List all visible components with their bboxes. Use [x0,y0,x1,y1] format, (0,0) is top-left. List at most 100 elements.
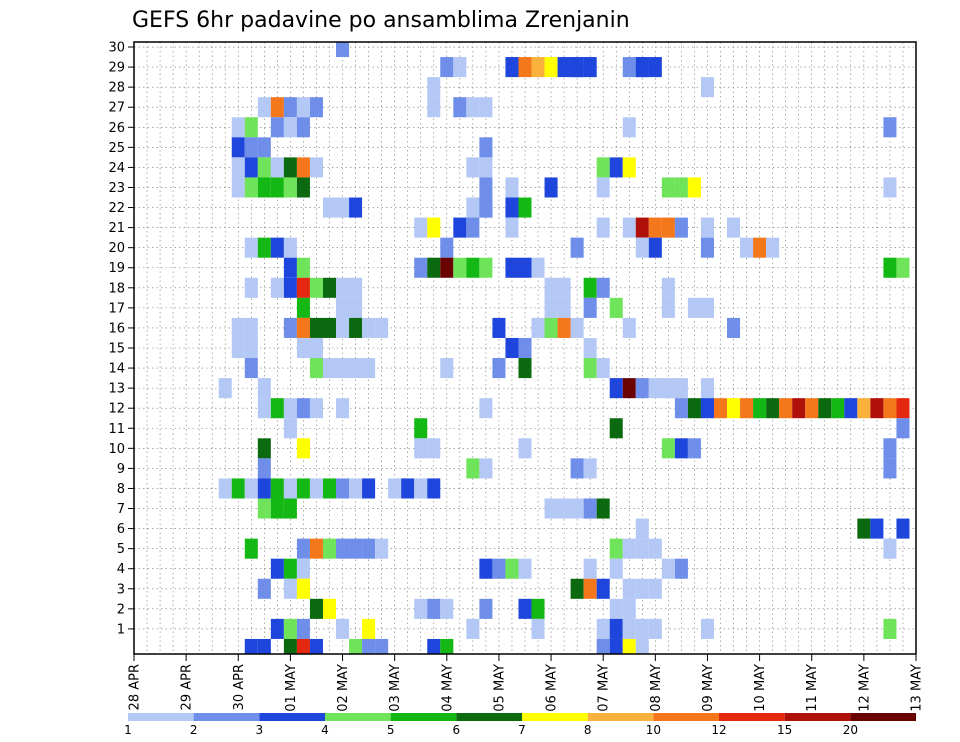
y-tick-label: 21 [108,221,125,236]
precip-cell [492,358,506,379]
precip-cell [466,458,480,479]
colorbar-label: 5 [387,723,395,737]
precip-cell [375,538,389,559]
precip-cell [283,418,297,439]
precip-cell [492,317,506,338]
precip-cell [466,257,480,278]
precip-cell [753,398,767,419]
precip-cell [270,277,284,298]
precip-cell [635,237,649,258]
y-tick-label: 25 [108,141,125,156]
precip-cell [648,237,662,258]
precip-cell [544,177,558,198]
y-axis-ticks: 1234567891011121314151617181920212223242… [108,41,134,637]
precip-cell [544,317,558,338]
precip-cell [609,598,623,619]
colorbar-label: 20 [843,723,858,737]
precip-cell [583,277,597,298]
precip-cell [244,478,258,499]
precip-cell [244,277,258,298]
colorbar-swatch [587,713,654,721]
precip-cell [283,618,297,639]
precip-cell [531,257,545,278]
precip-cell [466,618,480,639]
precip-cell [414,257,428,278]
precip-cell [479,177,493,198]
precip-cell [322,598,337,619]
precip-cell [244,177,258,198]
precip-cell [427,77,441,98]
precip-cell [779,398,793,419]
x-tick-label: 05 MAY [492,664,507,712]
precip-cell [505,57,519,78]
precip-cell [570,237,584,258]
colorbar-label: 2 [190,723,198,737]
precip-cell [518,257,532,278]
precip-cell [557,277,571,298]
precip-cell [792,398,806,419]
precip-cell [349,317,363,338]
chart-title: GEFS 6hr padavine po ansamblima Zrenjani… [132,8,630,33]
precip-cell [453,257,467,278]
precip-cell [896,418,910,439]
x-tick-label: 11 MAY [805,664,820,712]
precipitation-cells [218,42,910,654]
precip-cell [349,478,363,499]
y-tick-label: 16 [108,321,125,336]
precip-cell [296,398,310,419]
precip-cell [283,578,297,599]
precip-cell [596,358,610,379]
precip-cell [479,197,493,218]
precip-cell [349,538,363,559]
precip-cell [479,558,493,579]
precip-cell [766,398,780,419]
precip-cell [322,277,337,298]
precip-cell [440,57,454,78]
precip-cell [231,478,245,499]
colorbar-swatch [522,713,588,721]
precip-cell [753,237,767,258]
precip-cell [257,378,271,399]
y-tick-label: 10 [108,442,125,457]
y-tick-label: 27 [108,101,125,116]
x-tick-label: 01 MAY [284,664,299,712]
precip-cell [349,358,363,379]
precip-cell [531,57,545,78]
colorbar-swatch [128,713,194,721]
precip-cell [479,598,493,619]
colorbar: 1 2 3 4 5 6 7 8 10 12 15 20 [124,713,916,737]
precip-cell [296,578,310,599]
precip-cell [544,277,558,298]
precip-cell [635,618,649,639]
precip-cell [466,217,480,238]
precip-cell [883,398,897,419]
precip-cell [583,558,597,579]
precip-cell [531,598,545,619]
colorbar-label: 3 [256,723,264,737]
precip-cell [270,117,284,138]
precip-cell [505,217,519,238]
precip-cell [622,217,636,238]
precip-cell [635,378,649,399]
y-tick-label: 3 [117,582,125,597]
precip-cell [622,378,636,399]
precip-cell [283,317,297,338]
precip-cell [583,498,597,519]
precip-cell [883,177,897,198]
precip-cell [270,618,284,639]
precip-cell [661,217,675,238]
y-tick-label: 6 [117,522,125,537]
precip-cell [309,358,323,379]
precip-cell [661,558,675,579]
precip-cell [231,157,245,178]
precip-cell [296,257,310,278]
precip-cell [700,618,714,639]
precip-cell [544,498,558,519]
precip-cell [296,157,310,178]
precip-cell [635,518,649,539]
y-tick-label: 17 [108,301,125,316]
precip-cell [349,638,363,654]
precip-cell [231,117,245,138]
precip-cell [622,578,636,599]
